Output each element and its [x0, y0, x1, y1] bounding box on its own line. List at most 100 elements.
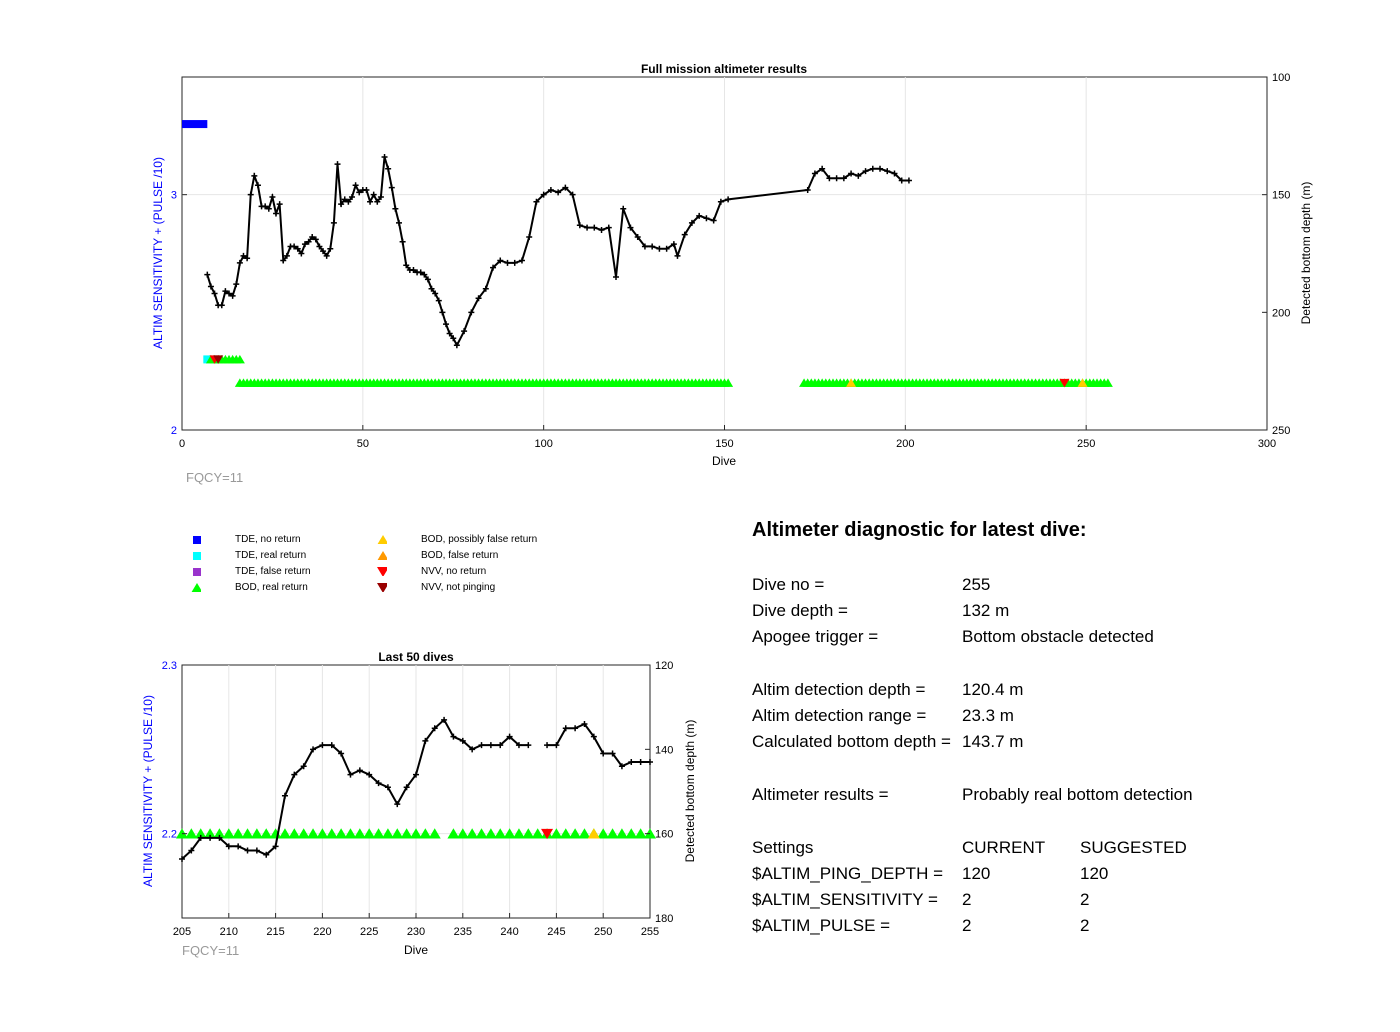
main-fqcy-note: FQCY=11 [186, 470, 243, 485]
bod-marker [185, 828, 198, 839]
legend-item: NVV, no return [377, 566, 487, 578]
bod-marker [307, 828, 320, 839]
bod-marker [353, 828, 366, 839]
zoom-series [179, 716, 653, 862]
bod-marker [316, 828, 329, 839]
legend-symbol [193, 552, 201, 560]
bod-marker [428, 828, 441, 839]
x-tick-label: 210 [220, 926, 238, 938]
diagnostic-title: Altimeter diagnostic for latest dive: [752, 519, 1087, 541]
main-right-axis-label: Detected bottom depth (m) [1299, 182, 1313, 325]
bod-marker [335, 828, 348, 839]
legend-label: BOD, false return [421, 550, 499, 561]
setting-current: 120 [962, 864, 991, 883]
main-markers [182, 120, 1113, 388]
x-tick-label: 215 [266, 926, 284, 938]
bod-marker [344, 828, 357, 839]
setting-label: $ALTIM_PULSE = [752, 916, 891, 935]
main-grid [182, 77, 1267, 430]
y-right-tick-label: 140 [655, 744, 673, 756]
legend-triangle-down [377, 583, 387, 592]
legend-label: NVV, no return [421, 566, 487, 577]
bod-marker [278, 828, 291, 839]
bod-marker [531, 828, 544, 839]
x-tick-label: 235 [454, 926, 472, 938]
y-right-tick-label: 100 [1272, 72, 1290, 84]
bod-marker [484, 828, 497, 839]
legend-item: BOD, false return [377, 550, 499, 562]
bod-marker [456, 828, 469, 839]
settings-header-label: Settings [752, 838, 814, 857]
legend-symbol [377, 583, 387, 592]
diag-value: 255 [962, 575, 991, 594]
bod-marker [846, 378, 857, 387]
setting-label: $ALTIM_PING_DEPTH = [752, 864, 943, 883]
x-tick-label: 245 [547, 926, 565, 938]
zoom-fqcy-note: FQCY=11 [182, 943, 239, 958]
legend-symbol [193, 536, 201, 544]
bod-marker [447, 828, 460, 839]
legend-label: TDE, real return [235, 550, 307, 561]
bod-marker [325, 828, 338, 839]
setting-label: $ALTIM_SENSITIVITY = [752, 890, 938, 909]
legend-square [193, 568, 201, 576]
bod-marker [615, 828, 628, 839]
legend-symbol [377, 551, 387, 560]
bod-marker [372, 828, 385, 839]
legend-item: TDE, false return [193, 566, 311, 578]
diag-label: Dive no = [752, 575, 825, 594]
diag-value: 143.7 m [962, 732, 1024, 751]
main-left-axis-label: ALTIM SENSITIVITY + (PULSE /10) [151, 157, 165, 349]
x-tick-label: 100 [534, 438, 552, 450]
diag-value: 132 m [962, 601, 1010, 620]
settings-header-suggested: SUGGESTED [1080, 838, 1187, 857]
legend-item: TDE, no return [193, 534, 301, 546]
zoom-left-axis-label: ALTIM SENSITIVITY + (PULSE /10) [141, 695, 155, 887]
legend-triangle-up [377, 551, 387, 560]
y-right-tick-label: 150 [1272, 190, 1290, 202]
legend-item: BOD, real return [191, 582, 308, 594]
x-tick-label: 50 [357, 438, 369, 450]
bod-marker [578, 828, 591, 839]
bod-marker [213, 828, 226, 839]
legend-triangle-up [191, 583, 201, 592]
main-chart-title: Full mission altimeter results [641, 62, 807, 76]
setting-suggested: 2 [1080, 916, 1090, 935]
legend-square [193, 536, 201, 544]
diag-label: Altimeter results = [752, 785, 889, 804]
diag-value: Bottom obstacle detected [962, 627, 1154, 646]
setting-current: 2 [962, 890, 972, 909]
nvv-marker [541, 828, 554, 840]
bottom-depth-line [181, 718, 529, 860]
bod-marker [569, 828, 582, 839]
zoom-right-axis-label: Detected bottom depth (m) [683, 720, 697, 863]
bod-marker [250, 828, 263, 839]
x-tick-label: 205 [173, 926, 191, 938]
bod-marker [634, 828, 647, 839]
x-tick-label: 250 [1077, 438, 1095, 450]
main-x-axis-label: Dive [712, 454, 736, 468]
bod-marker [381, 828, 394, 839]
zoom-markers [176, 828, 656, 840]
x-tick-label: 150 [715, 438, 733, 450]
bod-marker [550, 828, 563, 839]
bod-marker [522, 828, 535, 839]
bod-marker [194, 828, 207, 839]
legend-item: TDE, real return [193, 550, 307, 562]
y-left-tick-label: 2.2 [162, 829, 177, 841]
bod-marker [494, 828, 507, 839]
legend-symbol [377, 567, 387, 576]
bod-marker [204, 828, 217, 839]
y-left-tick-label: 2 [171, 425, 177, 437]
bod-marker [512, 828, 525, 839]
legend-symbol [377, 535, 387, 544]
bod-marker [410, 828, 422, 839]
x-tick-label: 0 [179, 438, 185, 450]
x-tick-label: 230 [407, 926, 425, 938]
bod-marker [241, 828, 254, 839]
settings-header-current: CURRENT [962, 838, 1046, 857]
nvv-marker [213, 355, 224, 364]
